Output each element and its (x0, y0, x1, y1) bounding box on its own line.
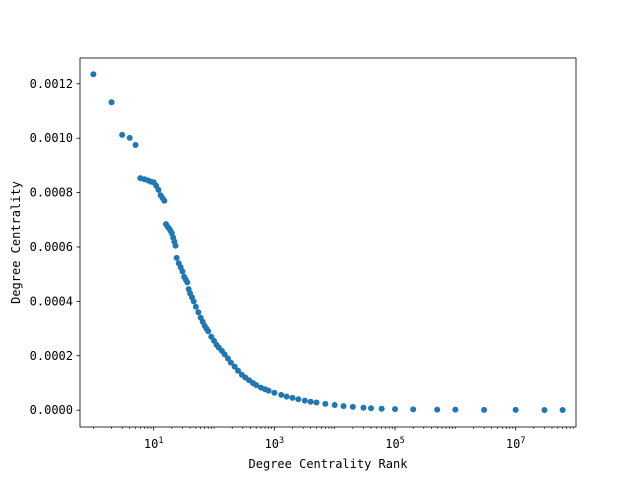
data-point (313, 399, 320, 406)
data-point (205, 328, 212, 335)
data-point (221, 351, 228, 358)
data-point (283, 393, 290, 400)
data-point (253, 382, 260, 389)
data-point (368, 405, 375, 412)
data-point (349, 403, 356, 410)
x-tick-label: 107 (506, 436, 526, 451)
data-point (172, 242, 179, 249)
x-tick-label: 103 (265, 436, 285, 451)
data-point (184, 279, 191, 286)
y-tick-label: 0.0006 (30, 240, 73, 254)
y-tick-label: 0.0008 (30, 186, 73, 200)
data-point (481, 406, 488, 413)
y-axis-label: Degree Centrality (9, 181, 23, 304)
data-point (452, 406, 459, 413)
data-point (192, 303, 199, 310)
data-point (173, 254, 180, 261)
data-point (190, 298, 197, 305)
data-point (340, 403, 347, 410)
data-point (227, 359, 234, 366)
data-point (132, 141, 139, 148)
data-point (108, 99, 115, 106)
data-point (195, 309, 202, 316)
y-tick-label: 0.0000 (30, 403, 73, 417)
data-point (155, 186, 162, 193)
y-tick-label: 0.0004 (30, 294, 73, 308)
data-point (265, 387, 272, 394)
data-point (307, 398, 314, 405)
y-tick-label: 0.0002 (30, 349, 73, 363)
data-point (512, 406, 519, 413)
plot-frame (79, 57, 577, 428)
data-point (289, 394, 296, 401)
x-axis-label: Degree Centrality Rank (249, 457, 409, 471)
data-point (179, 268, 186, 275)
data-point (126, 134, 133, 141)
x-tick-label: 101 (144, 436, 164, 451)
y-tick-label: 0.0010 (30, 131, 73, 145)
data-points (90, 71, 566, 414)
y-tick-label: 0.0012 (30, 77, 73, 91)
x-axis-ticks: 101 103 105 107 (93, 427, 574, 451)
data-point (378, 405, 385, 412)
data-point (360, 404, 367, 411)
plot-area (80, 58, 576, 427)
data-point (90, 71, 97, 78)
data-point (392, 406, 399, 413)
data-point (161, 197, 168, 204)
data-point (331, 402, 338, 408)
data-point (235, 367, 242, 374)
data-point (295, 396, 302, 403)
data-point (271, 389, 278, 396)
y-axis-ticks: 0.0000 0.0002 0.0004 0.0006 0.0008 0.0010 0.00… (30, 77, 80, 417)
data-point (322, 400, 329, 407)
data-point (410, 406, 417, 413)
data-point (231, 363, 238, 370)
data-point (278, 391, 285, 398)
data-point (434, 406, 441, 413)
x-tick-label: 105 (385, 436, 405, 451)
data-point (541, 407, 548, 414)
data-point (559, 407, 566, 414)
data-point (119, 131, 126, 138)
data-point (301, 397, 308, 404)
